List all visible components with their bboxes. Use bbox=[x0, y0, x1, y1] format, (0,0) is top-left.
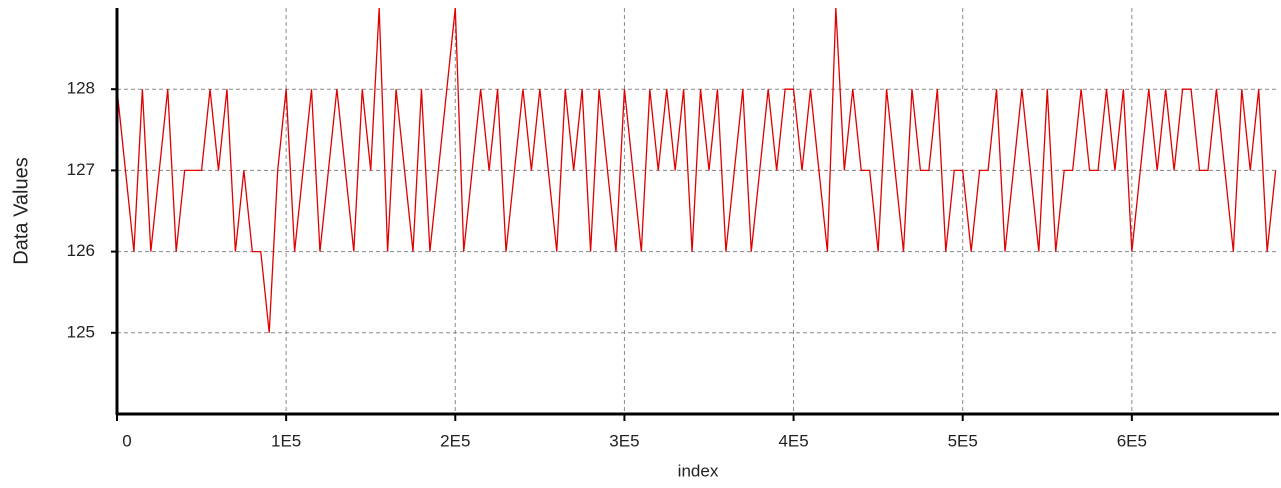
y-tick-label: 127 bbox=[67, 160, 95, 179]
x-tick-label: 0 bbox=[122, 431, 131, 450]
y-tick-label: 128 bbox=[67, 79, 95, 98]
x-axis-label: index bbox=[678, 461, 719, 480]
x-tick-label: 4E5 bbox=[778, 431, 808, 450]
x-tick-label: 5E5 bbox=[948, 431, 978, 450]
x-tick-label: 6E5 bbox=[1117, 431, 1147, 450]
x-tick-label: 3E5 bbox=[609, 431, 639, 450]
x-tick-label: 1E5 bbox=[271, 431, 301, 450]
y-tick-label: 126 bbox=[67, 241, 95, 260]
data-line bbox=[116, 7, 1277, 333]
y-tick-label: 125 bbox=[67, 322, 95, 341]
y-axis-label: Data Values bbox=[10, 157, 32, 264]
x-tick-label: 2E5 bbox=[440, 431, 470, 450]
